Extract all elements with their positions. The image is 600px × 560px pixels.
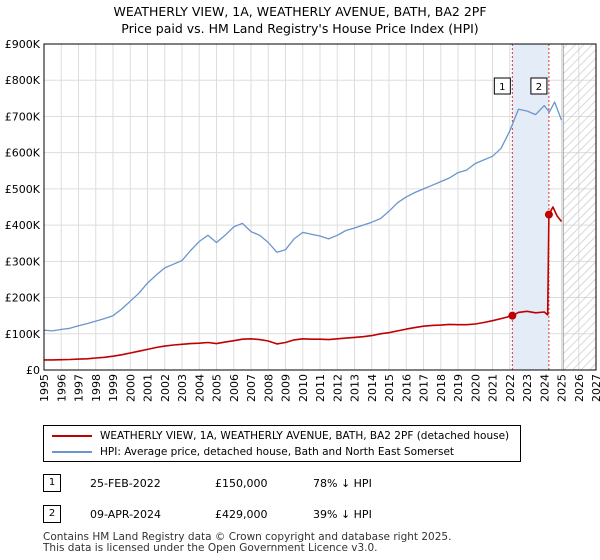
- x-tick-label: 2027: [590, 374, 600, 402]
- plot-frame: [43, 43, 597, 371]
- y-tick-label: £700K: [5, 110, 41, 123]
- axes: £0 £100K £200K £300K £400K £500K £600K £700K £80…: [5, 38, 600, 402]
- sale-hpi-diff: 78% ↓ HPI: [313, 477, 372, 490]
- x-tick-label: 2018: [435, 374, 448, 402]
- hpi-series-line: [43, 101, 563, 332]
- x-tick-label: 2001: [142, 374, 155, 402]
- sale-label-text: 2: [536, 82, 542, 93]
- legend-swatch-hpi: [52, 451, 92, 453]
- sale-point-marker: [508, 311, 517, 320]
- x-tick-label: 2006: [228, 374, 241, 402]
- x-tick-label: 2024: [538, 374, 551, 402]
- legend: WEATHERLY VIEW, 1A, WEATHERLY AVENUE, BA…: [43, 425, 521, 462]
- x-tick-label: 2010: [297, 374, 310, 402]
- sale-point-marker: [544, 210, 553, 219]
- x-tick-label: 1998: [90, 374, 103, 402]
- x-tick-label: 1997: [73, 374, 86, 402]
- x-tick-label: 2007: [245, 374, 258, 402]
- y-tick-label: £900K: [5, 38, 41, 51]
- x-tick-label: 2014: [366, 374, 379, 402]
- x-tick-label: 2013: [349, 374, 362, 402]
- x-tick-label: 2023: [521, 374, 534, 402]
- y-tick-label: £800K: [5, 74, 41, 87]
- forecast-hatch: [563, 44, 596, 370]
- chart-title-line-1: WEATHERLY VIEW, 1A, WEATHERLY AVENUE, BA…: [113, 4, 487, 19]
- x-tick-label: 2003: [176, 374, 189, 402]
- chart-title-line-2: Price paid vs. HM Land Registry's House …: [121, 21, 479, 36]
- y-tick-label: £300K: [5, 255, 41, 268]
- footer-licence: This data is licensed under the Open Gov…: [43, 542, 378, 554]
- sale-hpi-diff: 39% ↓ HPI: [313, 508, 372, 521]
- x-tick-label: 2000: [124, 374, 137, 402]
- sale-number-badge: 1: [43, 474, 61, 492]
- y-tick-label: £200K: [5, 292, 41, 305]
- x-tick-label: 1999: [107, 374, 120, 402]
- series: [43, 101, 563, 361]
- price-series-line: [44, 206, 563, 361]
- x-tick-label: 1996: [55, 374, 68, 402]
- x-tick-label: 2011: [314, 374, 327, 402]
- legend-swatch-price: [52, 435, 92, 437]
- sale-label-box: [530, 77, 548, 95]
- x-tick-label: 2020: [469, 374, 482, 402]
- x-tick-label: 1995: [38, 374, 51, 402]
- sale-number-badge: 2: [43, 505, 61, 523]
- x-tick-label: 2009: [280, 374, 293, 402]
- x-tick-label: 2008: [262, 374, 275, 402]
- y-tick-label: £100K: [5, 328, 41, 341]
- sale-label-box: [493, 77, 511, 95]
- legend-label-price: WEATHERLY VIEW, 1A, WEATHERLY AVENUE, BA…: [100, 430, 510, 442]
- sale-price: £150,000: [215, 477, 268, 490]
- sale-band: [512, 44, 549, 370]
- y-tick-label: £600K: [5, 147, 41, 160]
- x-tick-label: 2019: [452, 374, 465, 402]
- x-tick-label: 2026: [573, 374, 586, 402]
- y-tick-label: £400K: [5, 219, 41, 232]
- y-tick-label: £500K: [5, 183, 41, 196]
- sale-date: 25-FEB-2022: [90, 477, 161, 490]
- sale-price: £429,000: [215, 508, 268, 521]
- sale-period-band: [511, 44, 596, 370]
- x-tick-label: 2005: [211, 374, 224, 402]
- footer-copyright: Contains HM Land Registry data © Crown c…: [43, 531, 452, 543]
- x-tick-label: 2022: [504, 374, 517, 402]
- x-tick-label: 2015: [383, 374, 396, 402]
- y-tick-label: £0: [26, 364, 40, 377]
- x-tick-label: 2025: [556, 374, 569, 402]
- x-tick-label: 2016: [400, 374, 413, 402]
- legend-label-hpi: HPI: Average price, detached house, Bath…: [100, 446, 455, 458]
- sale-label-text: 1: [499, 82, 505, 93]
- x-tick-label: 2012: [331, 374, 344, 402]
- x-tick-label: 2021: [487, 374, 500, 402]
- sale-row: 1 25-FEB-2022 £150,000 78% ↓ HPI: [43, 474, 563, 492]
- x-tick-label: 2002: [159, 374, 172, 402]
- sale-date: 09-APR-2024: [90, 508, 162, 521]
- sale-row: 2 09-APR-2024 £429,000 39% ↓ HPI: [43, 505, 563, 523]
- x-tick-label: 2004: [193, 374, 206, 402]
- footer: Contains HM Land Registry data © Crown c…: [43, 532, 451, 554]
- x-tick-label: 2017: [418, 374, 431, 402]
